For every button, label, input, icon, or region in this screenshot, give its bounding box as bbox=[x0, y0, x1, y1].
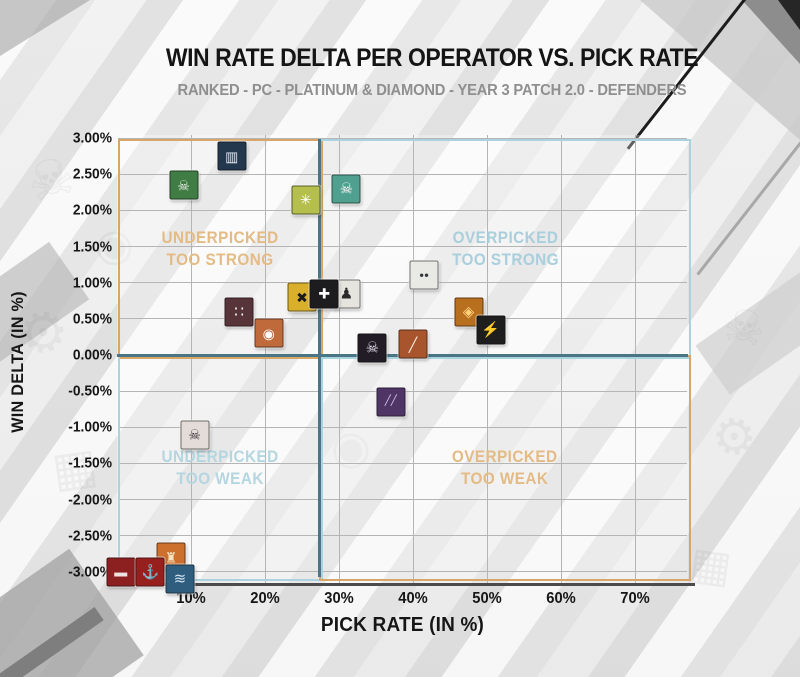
x-axis-line bbox=[110, 583, 695, 586]
quadrant-label-overpicked-too-weak: OVERPICKED TOO WEAK bbox=[452, 446, 558, 488]
h-gridline bbox=[118, 462, 687, 464]
v-gridline bbox=[560, 135, 562, 583]
y-tick-label: -3.00% bbox=[68, 563, 112, 581]
pale-skull-icon: ☠ bbox=[188, 426, 201, 443]
operator-point-pulse: ☠ bbox=[357, 333, 387, 363]
y-tick-label: 0.50% bbox=[72, 310, 112, 328]
y-tick-label: -0.50% bbox=[68, 382, 112, 400]
y-tick-label: 0.00% bbox=[72, 346, 112, 364]
y-tick-label: -1.50% bbox=[68, 454, 112, 472]
video-static-stripes-icon: ╱╱ bbox=[384, 395, 397, 407]
h-gridline bbox=[118, 246, 687, 248]
operator-point-jager: ✚ bbox=[309, 279, 339, 309]
v-gridline bbox=[190, 135, 192, 583]
lesion-gu-mine-icon: ✳ bbox=[299, 191, 312, 208]
smoke-gas-skull-icon: ☠ bbox=[339, 180, 354, 198]
operator-point-echo: ∷ bbox=[224, 297, 254, 327]
v-gridline bbox=[412, 135, 414, 583]
operator-point-tachanka: ▬ bbox=[106, 557, 136, 587]
operator-point-mira: ●● bbox=[409, 260, 439, 290]
h-gridline bbox=[118, 173, 687, 175]
alibi-prisma-icon: ♟ bbox=[339, 285, 354, 303]
h-gridline bbox=[118, 426, 687, 428]
kapkan-trap-x-icon: ✖ bbox=[296, 289, 308, 306]
quadrant-underpicked-too-weak: UNDERPICKED TOO WEAK bbox=[118, 355, 324, 581]
y-tick-label: 1.00% bbox=[72, 274, 112, 292]
operator-point-valkyrie: ◉ bbox=[254, 318, 284, 348]
h-gridline bbox=[118, 535, 687, 537]
quadrant-divider-vertical bbox=[317, 139, 321, 577]
tachanka-lmg-icon: ▬ bbox=[114, 564, 128, 580]
v-gridline bbox=[634, 135, 636, 583]
y-tick-label: -2.00% bbox=[68, 491, 112, 509]
v-gridline bbox=[486, 135, 488, 583]
operator-point-bandit: ⚡ bbox=[476, 315, 506, 345]
bandit-shock-wire-icon: ⚡ bbox=[481, 321, 501, 339]
x-tick-label: 60% bbox=[546, 590, 576, 607]
mira-black-mirror-icon: ●● bbox=[419, 270, 429, 280]
y-tick-label: 3.00% bbox=[72, 129, 112, 147]
y-tick-label: 2.00% bbox=[72, 201, 112, 219]
quadrant-underpicked-too-strong: UNDERPICKED TOO STRONG bbox=[118, 139, 324, 359]
chart-subtitle: RANKED - PC - PLATINUM & DIAMOND - YEAR … bbox=[177, 82, 687, 99]
v-gridline bbox=[338, 135, 340, 583]
h-gridline bbox=[118, 571, 687, 573]
v-gridline bbox=[264, 135, 266, 583]
x-tick-label: 10% bbox=[176, 590, 206, 607]
y-tick-label: -2.50% bbox=[68, 527, 112, 545]
frost-welcome-mat-icon: ≋ bbox=[173, 570, 187, 588]
maestro-evil-eye-hexagon-icon: ◈ bbox=[462, 303, 475, 321]
chart-title: WIN RATE DELTA PER OPERATOR VS. PICK RAT… bbox=[165, 44, 699, 72]
h-gridline bbox=[118, 499, 687, 501]
operator-point-vigil: ╱╱ bbox=[376, 387, 406, 417]
quadrant-overpicked-too-weak: OVERPICKED TOO WEAK bbox=[319, 355, 691, 581]
x-tick-label: 50% bbox=[472, 590, 502, 607]
castle-barricade-icon: ♜ bbox=[164, 549, 178, 566]
x-tick-label: 40% bbox=[398, 590, 428, 607]
jager-ads-cross-icon: ✚ bbox=[318, 285, 331, 302]
valkyrie-camera-eye-icon: ◉ bbox=[262, 325, 275, 342]
quadrant-label-underpicked-too-strong: UNDERPICKED TOO STRONG bbox=[161, 227, 280, 269]
x-axis-title: PICK RATE (IN %) bbox=[320, 614, 485, 636]
y-tick-label: 2.50% bbox=[72, 165, 112, 183]
operator-point-ela: ╱ bbox=[398, 329, 428, 359]
anchor-hook-icon: ⚓ bbox=[141, 563, 160, 580]
operator-point-doc: ⚓ bbox=[135, 557, 165, 587]
x-tick-label: 20% bbox=[250, 590, 280, 607]
plot-area bbox=[117, 135, 688, 583]
y-axis-title: WIN DELTA (IN %) bbox=[8, 291, 27, 433]
skull-crossbones-icon: ☠ bbox=[365, 339, 380, 357]
h-gridline bbox=[118, 137, 687, 139]
crossed-stake-icon: ╱ bbox=[408, 336, 418, 353]
x-tick-label: 30% bbox=[324, 590, 354, 607]
operator-point-rook: ☠ bbox=[180, 420, 210, 450]
y-tick-label: -1.00% bbox=[68, 418, 112, 436]
h-gridline bbox=[118, 209, 687, 211]
operator-point-smoke: ☠ bbox=[331, 174, 361, 204]
quadrant-label-overpicked-too-strong: OVERPICKED TOO STRONG bbox=[451, 227, 559, 269]
x-tick-label: 70% bbox=[620, 590, 650, 607]
mute-jammer-icon: ▥ bbox=[225, 148, 239, 165]
quadrant-label-underpicked-too-weak: UNDERPICKED TOO WEAK bbox=[161, 446, 280, 488]
operator-point-caveira: ☠ bbox=[169, 170, 199, 200]
operator-point-frost: ≋ bbox=[165, 564, 195, 594]
h-gridline bbox=[118, 282, 687, 284]
operator-point-maestro: ◈ bbox=[454, 297, 483, 327]
y-tick-label: 1.50% bbox=[72, 238, 112, 256]
echo-yokai-drone-icon: ∷ bbox=[234, 303, 244, 321]
h-gridline bbox=[118, 318, 687, 320]
operator-point-lesion: ✳ bbox=[291, 185, 321, 215]
operator-point-mute: ▥ bbox=[217, 141, 247, 171]
caveira-operator-icon: ☠ bbox=[177, 177, 190, 194]
